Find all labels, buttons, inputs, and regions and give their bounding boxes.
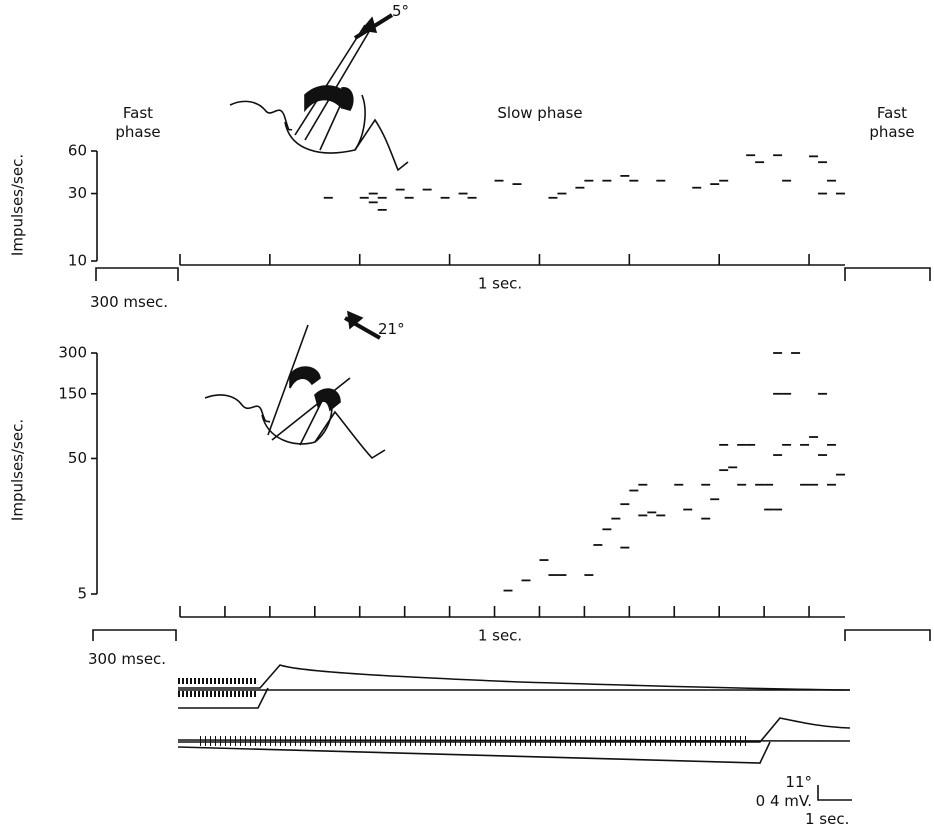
x-axis-label: 1 sec. xyxy=(478,275,522,293)
angle-label: 21° xyxy=(378,320,405,338)
y-tick-label: 60 xyxy=(68,142,87,160)
time-scale-label: 300 msec. xyxy=(90,293,169,311)
phase-label: Fast phase xyxy=(115,104,161,141)
calibration-voltage: 0 4 mV. xyxy=(755,792,812,810)
angle-label: 5° xyxy=(392,2,410,20)
calibration-angle: 11° xyxy=(785,773,812,791)
phase-label: Slow phase xyxy=(497,104,583,122)
y-tick-label: 5 xyxy=(77,585,87,603)
y-axis-label: Impulses/sec. xyxy=(9,154,27,256)
time-bracket xyxy=(844,629,931,641)
time-bracket xyxy=(95,267,179,281)
y-tick-label: 150 xyxy=(58,384,87,402)
phase-label: Fast phase xyxy=(869,104,915,141)
calibration-time: 1 sec. xyxy=(805,810,850,828)
eye-sketch-bottom xyxy=(204,310,386,460)
time-bracket xyxy=(92,629,177,641)
y-axis-label: Impulses/sec. xyxy=(9,419,27,521)
x-axis-label: 1 sec. xyxy=(478,627,522,645)
y-tick-label: 10 xyxy=(68,252,87,270)
y-tick-label: 30 xyxy=(68,184,87,202)
time-scale-label: 300 msec. xyxy=(88,650,167,668)
eye-sketch-top xyxy=(229,13,409,172)
y-tick-label: 50 xyxy=(68,449,87,467)
y-tick-label: 300 xyxy=(58,344,87,362)
time-bracket xyxy=(844,267,931,281)
recording-traces xyxy=(177,664,852,801)
